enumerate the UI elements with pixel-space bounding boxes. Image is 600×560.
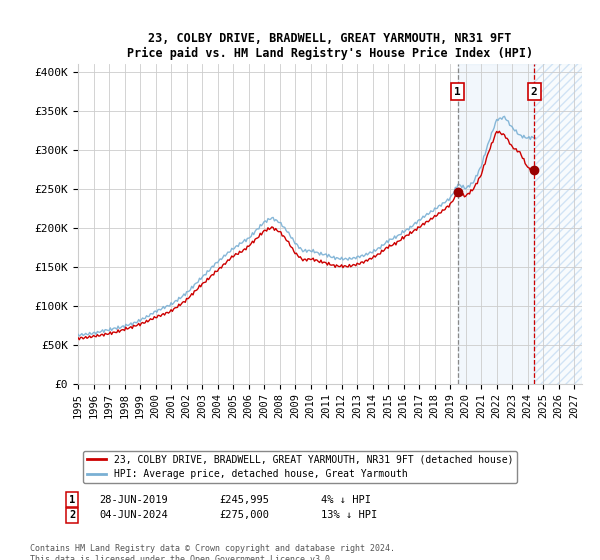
Bar	[458, 64, 534, 384]
Text: 2: 2	[531, 87, 538, 97]
Text: £245,995: £245,995	[219, 494, 269, 505]
Bar	[534, 64, 582, 384]
Text: 1: 1	[69, 494, 75, 505]
Title: 23, COLBY DRIVE, BRADWELL, GREAT YARMOUTH, NR31 9FT
Price paid vs. HM Land Regis: 23, COLBY DRIVE, BRADWELL, GREAT YARMOUT…	[127, 32, 533, 60]
Text: 04-JUN-2024: 04-JUN-2024	[99, 510, 168, 520]
Legend: 23, COLBY DRIVE, BRADWELL, GREAT YARMOUTH, NR31 9FT (detached house), HPI: Avera: 23, COLBY DRIVE, BRADWELL, GREAT YARMOUT…	[83, 451, 517, 483]
Text: 28-JUN-2019: 28-JUN-2019	[99, 494, 168, 505]
Text: Contains HM Land Registry data © Crown copyright and database right 2024.
This d: Contains HM Land Registry data © Crown c…	[30, 544, 395, 560]
Text: 4% ↓ HPI: 4% ↓ HPI	[321, 494, 371, 505]
Text: £275,000: £275,000	[219, 510, 269, 520]
Text: 2: 2	[69, 510, 75, 520]
Text: 1: 1	[454, 87, 461, 97]
Text: 13% ↓ HPI: 13% ↓ HPI	[321, 510, 377, 520]
Bar	[534, 64, 582, 384]
